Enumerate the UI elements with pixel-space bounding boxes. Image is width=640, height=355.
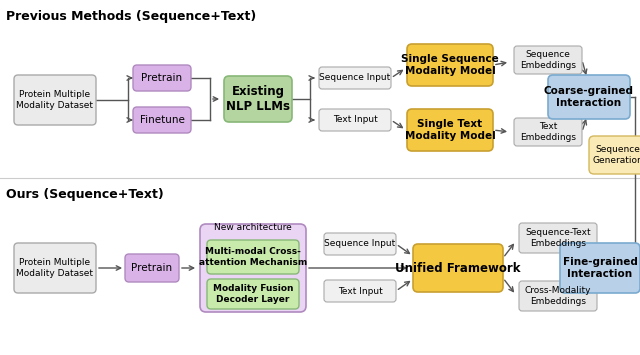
FancyBboxPatch shape — [324, 280, 396, 302]
FancyBboxPatch shape — [14, 75, 96, 125]
FancyBboxPatch shape — [413, 244, 503, 292]
FancyBboxPatch shape — [514, 118, 582, 146]
Text: Sequence
Embeddings: Sequence Embeddings — [520, 50, 576, 70]
FancyBboxPatch shape — [200, 224, 306, 312]
Text: New architecture: New architecture — [214, 224, 292, 233]
FancyBboxPatch shape — [207, 240, 299, 274]
FancyBboxPatch shape — [207, 279, 299, 309]
FancyBboxPatch shape — [519, 281, 597, 311]
FancyBboxPatch shape — [133, 65, 191, 91]
FancyBboxPatch shape — [519, 223, 597, 253]
Text: Pretrain: Pretrain — [141, 73, 182, 83]
Text: Unified Framework: Unified Framework — [396, 262, 521, 274]
FancyBboxPatch shape — [589, 136, 640, 174]
Text: Text Input: Text Input — [333, 115, 378, 125]
Text: Text Input: Text Input — [338, 286, 382, 295]
FancyBboxPatch shape — [514, 46, 582, 74]
FancyBboxPatch shape — [548, 75, 630, 119]
Text: Protein Multiple
Modality Dataset: Protein Multiple Modality Dataset — [17, 90, 93, 110]
Text: Text
Embeddings: Text Embeddings — [520, 122, 576, 142]
Text: Existing
NLP LLMs: Existing NLP LLMs — [226, 85, 290, 113]
FancyBboxPatch shape — [407, 44, 493, 86]
FancyBboxPatch shape — [125, 254, 179, 282]
Text: Pretrain: Pretrain — [131, 263, 173, 273]
Text: Cross-Modality
Embeddings: Cross-Modality Embeddings — [525, 286, 591, 306]
Text: Ours (Sequence+Text): Ours (Sequence+Text) — [6, 188, 164, 201]
Text: Previous Methods (Sequence+Text): Previous Methods (Sequence+Text) — [6, 10, 256, 23]
Text: Protein Multiple
Modality Dataset: Protein Multiple Modality Dataset — [17, 258, 93, 278]
FancyBboxPatch shape — [133, 107, 191, 133]
Text: Sequence-Text
Embeddings: Sequence-Text Embeddings — [525, 228, 591, 248]
Text: Modality Fusion
Decoder Layer: Modality Fusion Decoder Layer — [212, 284, 293, 304]
Text: Finetune: Finetune — [140, 115, 184, 125]
FancyBboxPatch shape — [560, 243, 640, 293]
Text: Fine-grained
Interaction: Fine-grained Interaction — [563, 257, 637, 279]
Text: Multi-modal Cross-
attention Mechanism: Multi-modal Cross- attention Mechanism — [199, 247, 307, 267]
FancyBboxPatch shape — [319, 109, 391, 131]
FancyBboxPatch shape — [224, 76, 292, 122]
Text: Sequence Input: Sequence Input — [319, 73, 390, 82]
FancyBboxPatch shape — [407, 109, 493, 151]
Text: Single Text
Modality Model: Single Text Modality Model — [404, 119, 495, 141]
FancyBboxPatch shape — [324, 233, 396, 255]
Text: Single Sequence
Modality Model: Single Sequence Modality Model — [401, 54, 499, 76]
FancyBboxPatch shape — [319, 67, 391, 89]
Text: Sequence Input: Sequence Input — [324, 240, 396, 248]
FancyBboxPatch shape — [14, 243, 96, 293]
Text: Coarse-grained
Interaction: Coarse-grained Interaction — [544, 86, 634, 108]
Text: Sequence
Generation: Sequence Generation — [593, 145, 640, 165]
